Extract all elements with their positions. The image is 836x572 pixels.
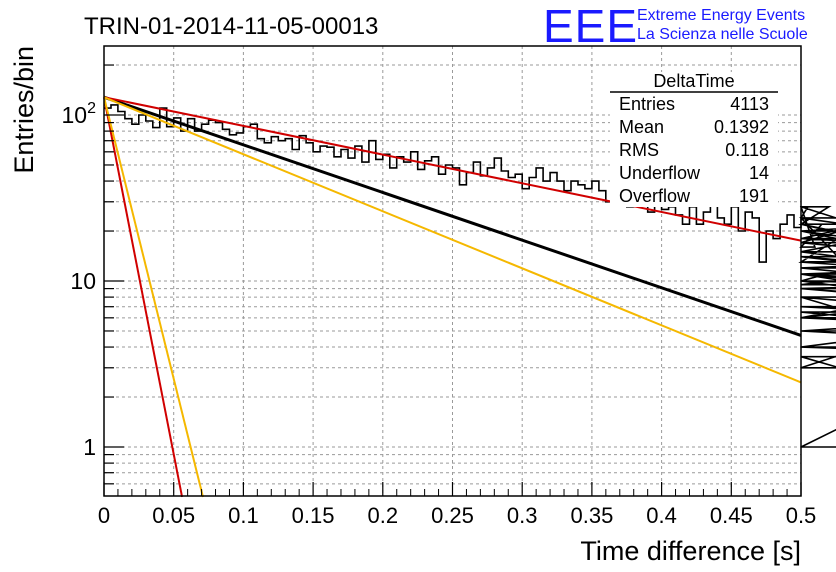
stats-value-underflow: 14 [749, 163, 769, 183]
fit-curve-3 [103, 96, 802, 384]
stats-value-entries: 4113 [730, 94, 769, 114]
eee-logo: EEE Extreme Energy Events La Scienza nel… [543, 0, 808, 52]
axes: 0 0.05 0.1 0.15 0.2 0.25 0.3 0.35 0.4 0.45 0.51101… [62, 64, 817, 528]
y-axis-label: Entries/bin [9, 46, 39, 174]
x-tick-label: 0.1 [228, 503, 259, 528]
stats-value-rms: 0.118 [725, 140, 769, 160]
x-tick-label: 0.35 [570, 503, 613, 528]
stats-label-mean: Mean [619, 117, 664, 137]
x-tick-label: 0 [98, 503, 110, 528]
logo-line2: La Scienza nelle Scuole [637, 26, 808, 43]
stats-title: DeltaTime [653, 71, 734, 91]
stats-value-mean: 0.1392 [714, 117, 769, 137]
fit-curve-4 [103, 97, 184, 498]
fit-curve-2 [103, 96, 802, 242]
stats-value-overflow: 191 [739, 186, 769, 206]
chart-title: TRIN-01-2014-11-05-00013 [84, 13, 378, 40]
y-tick-label: 102 [62, 100, 97, 128]
x-axis-label: Time difference [s] [580, 536, 801, 566]
logo-line1: Extreme Energy Events [637, 7, 805, 24]
stats-label-overflow: Overflow [619, 186, 691, 206]
x-tick-label: 0.2 [368, 503, 399, 528]
stats-label-entries: Entries [619, 94, 675, 114]
fit-curve-5 [103, 96, 204, 498]
x-tick-label: 0.4 [646, 503, 677, 528]
y-tick-base: 10 [62, 102, 88, 128]
stats-label-rms: RMS [619, 140, 659, 160]
stats-label-underflow: Underflow [619, 163, 701, 183]
x-tick-label: 0.25 [431, 503, 474, 528]
x-tick-label: 0.05 [152, 503, 195, 528]
x-tick-label: 0.15 [292, 503, 335, 528]
fit-curve-1 [103, 95, 802, 337]
histogram-steps [104, 104, 836, 448]
x-tick-label: 0.45 [710, 503, 753, 528]
histogram [104, 104, 836, 448]
y-tick-label: 10 [70, 268, 96, 294]
y-tick-label: 1 [83, 434, 96, 460]
y-tick-exponent: 2 [87, 100, 96, 117]
stats-box: DeltaTime Entries 4113 Mean 0.1392 RMS 0… [610, 71, 778, 207]
stats-box-bg [610, 72, 778, 207]
logo-mark: EEE [543, 0, 638, 52]
grid [104, 46, 801, 496]
x-tick-label: 0.3 [507, 503, 538, 528]
fit-curves [103, 95, 802, 498]
x-tick-label: 0.5 [786, 503, 817, 528]
